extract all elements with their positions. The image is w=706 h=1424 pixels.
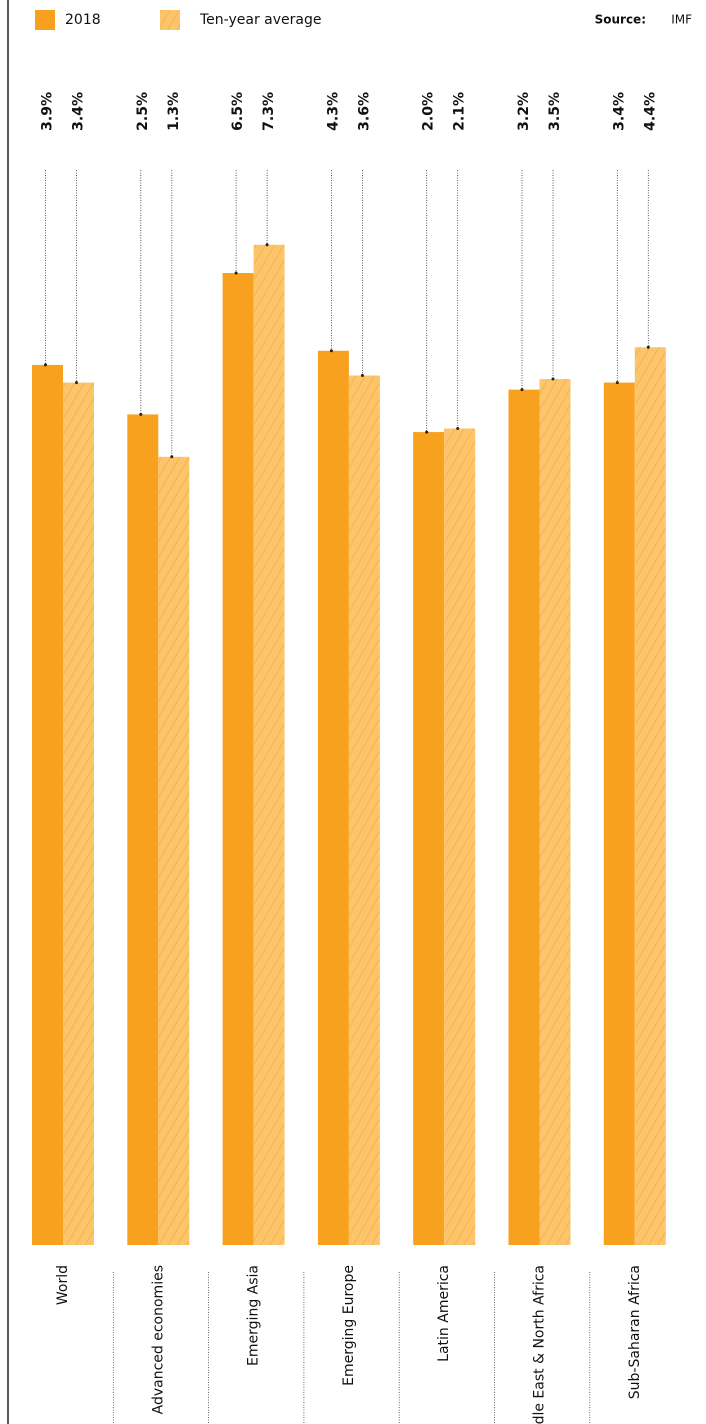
value-label: 7.3% <box>261 92 277 131</box>
bar <box>253 244 285 1245</box>
leader-dot <box>425 430 429 434</box>
source: IMF <box>671 13 692 27</box>
bar <box>508 389 540 1246</box>
legend-label: Ten-year average <box>199 12 321 28</box>
category-label: Emerging Asia <box>246 1265 262 1366</box>
value-label: 6.5% <box>230 92 246 131</box>
leader-dot <box>551 377 555 381</box>
category-label: Sub-Saharan Africa <box>627 1265 643 1399</box>
bar <box>32 364 63 1245</box>
category-label: World <box>55 1265 71 1305</box>
bar <box>413 432 445 1245</box>
legend-swatch <box>35 10 55 30</box>
bar <box>603 382 635 1246</box>
leader-dot <box>75 381 78 385</box>
leader-dot <box>139 412 143 416</box>
leader-dot <box>646 345 650 349</box>
value-label: 4.3% <box>325 92 341 131</box>
leader-dot <box>234 271 238 275</box>
leader-dot <box>170 455 174 459</box>
value-label: 3.6% <box>356 92 372 131</box>
leader-dot <box>615 381 619 385</box>
category-label: Emerging Europe <box>341 1265 357 1386</box>
value-label: 3.2% <box>516 92 532 131</box>
leader-dot <box>44 363 47 367</box>
value-label: 2.5% <box>135 92 151 131</box>
legend-swatch <box>160 10 180 30</box>
leader-dot <box>329 349 333 353</box>
bar <box>634 347 666 1245</box>
value-label: 3.9% <box>40 92 56 131</box>
value-label: 2.1% <box>452 92 468 131</box>
bar <box>127 414 159 1245</box>
bar <box>317 350 349 1245</box>
bar <box>222 273 254 1246</box>
value-label: 2.0% <box>421 92 437 131</box>
value-label: 4.4% <box>642 92 658 131</box>
legend-label: 2018 <box>65 12 101 28</box>
bar <box>444 428 476 1245</box>
value-label: 3.5% <box>547 92 563 131</box>
leader-dot <box>360 374 364 378</box>
category-label: Middle East & North Africa <box>532 1265 548 1424</box>
bar <box>348 375 380 1246</box>
category-label: Latin America <box>436 1265 452 1362</box>
leader-dot <box>520 388 524 392</box>
leader-dot <box>265 243 269 247</box>
bar <box>539 379 571 1245</box>
value-label: 1.3% <box>166 92 182 131</box>
value-label: 3.4% <box>611 92 627 131</box>
leader-dot <box>456 427 460 431</box>
value-label: 3.4% <box>71 92 87 131</box>
source-label: Source: <box>595 13 646 27</box>
category-label: Advanced economies <box>150 1265 166 1414</box>
bar <box>63 382 94 1246</box>
bar <box>158 456 190 1246</box>
